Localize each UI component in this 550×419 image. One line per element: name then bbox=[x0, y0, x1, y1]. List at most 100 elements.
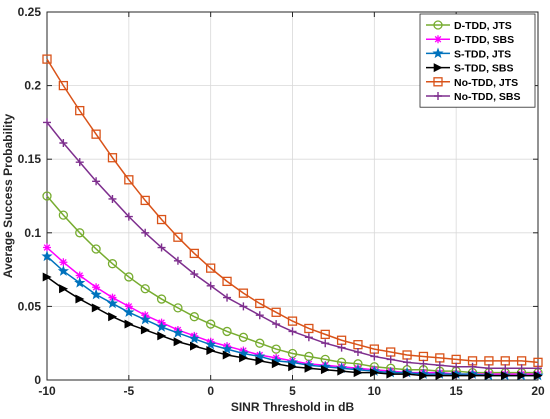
data-point bbox=[205, 338, 217, 350]
data-point bbox=[91, 244, 101, 254]
data-point bbox=[255, 356, 265, 366]
data-point bbox=[484, 371, 494, 381]
data-point bbox=[173, 256, 182, 265]
series-line bbox=[46, 58, 539, 364]
data-point bbox=[157, 331, 167, 341]
data-point bbox=[140, 195, 150, 206]
data-point bbox=[271, 359, 281, 369]
data-point bbox=[517, 371, 527, 381]
x-tick-label: 10 bbox=[368, 384, 382, 398]
data-point bbox=[534, 364, 542, 373]
data-point bbox=[255, 338, 265, 348]
legend-marker bbox=[433, 77, 443, 87]
data-point bbox=[238, 288, 249, 298]
legend-marker bbox=[433, 63, 443, 73]
data-point bbox=[239, 353, 249, 363]
legend-item: S-TDD, SBS bbox=[426, 63, 514, 75]
y-tick-label: 0 bbox=[34, 373, 41, 387]
data-point bbox=[451, 371, 461, 381]
data-point bbox=[255, 298, 265, 309]
data-point bbox=[92, 177, 101, 186]
data-point bbox=[43, 118, 51, 127]
data-point bbox=[320, 329, 330, 340]
data-point bbox=[386, 369, 396, 379]
data-point bbox=[321, 339, 330, 348]
data-point bbox=[320, 365, 330, 375]
series-s-tdd-sbs bbox=[42, 272, 543, 381]
data-point bbox=[124, 319, 134, 329]
y-tick-label: 0.1 bbox=[24, 226, 41, 240]
data-point bbox=[108, 194, 117, 203]
data-point bbox=[124, 272, 134, 282]
data-point bbox=[206, 319, 216, 329]
data-point bbox=[370, 352, 379, 361]
data-point bbox=[59, 258, 68, 267]
data-point bbox=[108, 312, 118, 322]
data-point bbox=[238, 332, 249, 342]
legend-label: No-TDD, JTS bbox=[454, 77, 518, 89]
data-point bbox=[190, 341, 199, 351]
data-point bbox=[271, 344, 281, 354]
data-point bbox=[304, 323, 314, 334]
data-point bbox=[370, 368, 380, 378]
legend-item: No-TDD, SBS bbox=[426, 91, 521, 103]
data-point bbox=[107, 259, 118, 269]
data-point bbox=[75, 294, 85, 304]
data-point bbox=[452, 362, 461, 371]
data-point bbox=[189, 248, 199, 259]
data-point bbox=[75, 105, 85, 116]
data-point bbox=[190, 270, 199, 279]
data-point bbox=[402, 369, 412, 379]
legend-item: No-TDD, JTS bbox=[426, 77, 518, 89]
data-point bbox=[90, 288, 102, 300]
data-point bbox=[468, 362, 477, 371]
legend-label: S-TDD, JTS bbox=[454, 48, 511, 60]
data-point bbox=[91, 303, 101, 313]
data-point bbox=[419, 359, 428, 368]
data-point bbox=[337, 343, 346, 352]
data-point bbox=[173, 232, 183, 242]
y-tick-label: 0.05 bbox=[18, 299, 42, 313]
legend-box bbox=[419, 13, 536, 108]
legend-marker bbox=[434, 35, 442, 44]
y-tick-label: 0.25 bbox=[18, 5, 42, 19]
y-axis-title: Average Success Probability bbox=[1, 114, 15, 279]
data-point bbox=[75, 271, 84, 280]
data-point bbox=[58, 80, 69, 91]
data-point bbox=[155, 321, 168, 332]
legend-item: S-TDD, JTS bbox=[426, 47, 511, 60]
data-point bbox=[173, 303, 183, 313]
data-point bbox=[107, 153, 118, 163]
data-point bbox=[140, 325, 150, 335]
data-point bbox=[91, 129, 101, 139]
y-tick-label: 0.15 bbox=[18, 152, 42, 166]
data-point bbox=[92, 283, 101, 292]
legend-marker bbox=[434, 92, 442, 100]
data-point bbox=[221, 343, 233, 354]
legend-item: D-TDD, JTS bbox=[426, 20, 512, 32]
x-tick-label: -5 bbox=[123, 384, 134, 398]
data-point bbox=[419, 371, 429, 381]
data-series bbox=[41, 54, 544, 381]
data-point bbox=[58, 210, 69, 220]
x-axis-title: SINR Threshold in dB bbox=[231, 400, 355, 414]
data-point bbox=[141, 228, 150, 237]
data-point bbox=[188, 332, 200, 344]
data-point bbox=[206, 346, 216, 356]
data-point bbox=[139, 313, 151, 325]
data-point bbox=[172, 327, 184, 338]
x-tick-label: 20 bbox=[531, 384, 545, 398]
data-point bbox=[42, 272, 52, 282]
x-tick-label: -10 bbox=[38, 384, 56, 398]
data-point bbox=[353, 368, 363, 378]
data-point bbox=[222, 326, 232, 337]
data-point bbox=[222, 276, 232, 287]
data-point bbox=[74, 276, 86, 288]
data-point bbox=[124, 212, 133, 221]
data-point bbox=[75, 158, 84, 167]
data-point bbox=[353, 348, 362, 357]
data-point bbox=[223, 293, 232, 302]
data-point bbox=[500, 371, 510, 381]
data-point bbox=[287, 316, 298, 326]
